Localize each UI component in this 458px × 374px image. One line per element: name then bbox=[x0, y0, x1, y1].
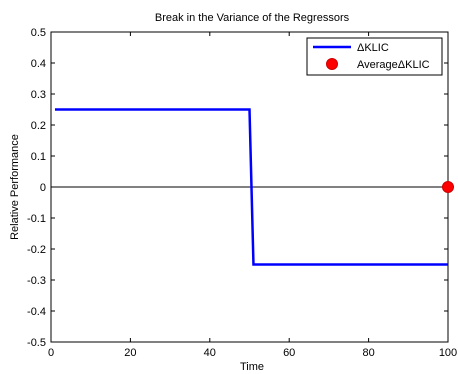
y-tick-label: -0.5 bbox=[27, 337, 46, 349]
series-group bbox=[54, 108, 454, 266]
legend-marker-sample bbox=[326, 58, 338, 70]
x-tick-label: 80 bbox=[362, 347, 374, 359]
y-tick-label: 0.4 bbox=[31, 58, 46, 70]
y-tick-label: -0.4 bbox=[27, 306, 46, 318]
x-tick-label: 0 bbox=[48, 347, 54, 359]
y-tick-label: 0.5 bbox=[31, 27, 46, 39]
y-tick-label: -0.3 bbox=[27, 275, 46, 287]
y-tick-label: 0 bbox=[40, 182, 46, 194]
x-tick-label: 20 bbox=[124, 347, 136, 359]
x-tick-label: 40 bbox=[204, 347, 216, 359]
y-tick-label: -0.2 bbox=[27, 244, 46, 256]
y-tick-label: 0.2 bbox=[31, 120, 46, 132]
x-axis: 0 20 40 60 80 100 bbox=[48, 32, 457, 359]
x-axis-label: Time bbox=[240, 361, 264, 373]
average-delta-klic-point bbox=[442, 181, 454, 193]
x-tick-label: 100 bbox=[439, 347, 457, 359]
y-axis: -0.5 -0.4 -0.3 -0.2 -0.1 0 0.1 0.2 0.3 0.4 0.5 bbox=[27, 27, 448, 349]
legend-label-average-delta-klic: AverageΔKLIC bbox=[357, 59, 430, 71]
legend-label-delta-klic: ΔKLIC bbox=[357, 42, 389, 54]
y-tick-label: 0.1 bbox=[31, 151, 46, 163]
legend: ΔKLIC AverageΔKLIC bbox=[306, 37, 443, 76]
delta-klic-line bbox=[54, 108, 448, 266]
y-tick-label: -0.1 bbox=[27, 213, 46, 225]
x-tick-label: 60 bbox=[283, 347, 295, 359]
y-tick-label: 0.3 bbox=[31, 89, 46, 101]
y-axis-label: Relative Performance bbox=[9, 134, 21, 240]
plot-area: -0.5 -0.4 -0.3 -0.2 -0.1 0 0.1 0.2 0.3 0.4 0.5 0 20… bbox=[27, 27, 457, 359]
chart-title: Break in the Variance of the Regressors bbox=[155, 12, 350, 24]
